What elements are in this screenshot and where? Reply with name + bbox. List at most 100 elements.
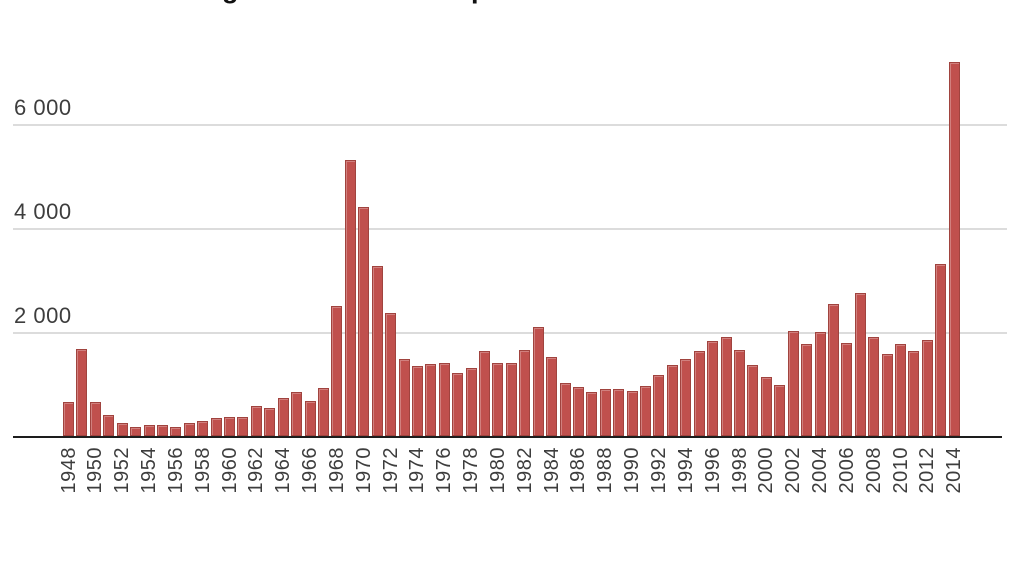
bar-2001 xyxy=(774,385,786,436)
x-axis-label-1964: 1964 xyxy=(272,447,295,494)
x-axis-label-2014: 2014 xyxy=(943,447,966,494)
bar-2003 xyxy=(801,344,813,436)
bar-1973 xyxy=(398,359,410,436)
bar-1970 xyxy=(358,207,370,436)
bar-1949 xyxy=(76,349,88,436)
y-axis-label-6000: 6 000 xyxy=(14,95,72,120)
clipped-chart-title: gp xyxy=(0,0,1024,7)
bar-1982 xyxy=(519,350,531,436)
bar-2009 xyxy=(881,354,893,436)
x-axis-label-1986: 1986 xyxy=(567,447,590,494)
bar-1986 xyxy=(572,387,584,436)
x-axis-label-1960: 1960 xyxy=(218,447,241,494)
bar-1957 xyxy=(183,423,195,436)
bar-1998 xyxy=(734,350,745,436)
x-axis-label-1980: 1980 xyxy=(486,447,509,494)
gridline-2000 xyxy=(13,332,1007,334)
x-axis-label-1998: 1998 xyxy=(728,447,751,494)
bar-1980 xyxy=(492,363,504,436)
bar-1955 xyxy=(156,425,168,436)
bar-1965 xyxy=(291,392,303,436)
bar-1950 xyxy=(89,402,101,436)
bar-1972 xyxy=(385,313,397,436)
bar-2010 xyxy=(895,344,907,436)
bar-2005 xyxy=(827,304,839,436)
x-axis-label-1984: 1984 xyxy=(540,447,563,494)
bar-1956 xyxy=(170,427,182,436)
bar-1951 xyxy=(103,415,115,436)
x-axis-label-2004: 2004 xyxy=(809,447,832,494)
x-axis-label-2008: 2008 xyxy=(862,447,885,494)
bar-2004 xyxy=(814,332,826,436)
x-axis-label-1950: 1950 xyxy=(84,447,107,494)
x-axis-label-2012: 2012 xyxy=(916,447,939,494)
x-axis-label-1994: 1994 xyxy=(674,447,697,494)
bar-1969 xyxy=(344,160,356,436)
bar-1958 xyxy=(197,421,209,436)
bar-2000 xyxy=(760,377,772,436)
bar-1997 xyxy=(720,337,732,436)
bar-1989 xyxy=(613,389,625,436)
bar-1994 xyxy=(680,359,692,436)
bar-1974 xyxy=(411,366,423,436)
x-axis-label-1978: 1978 xyxy=(460,447,483,494)
x-axis-label-1954: 1954 xyxy=(138,447,161,494)
bar-1979 xyxy=(479,351,491,436)
x-axis-label-1982: 1982 xyxy=(513,447,536,494)
x-axis-label-1968: 1968 xyxy=(325,447,348,494)
x-axis-label-1974: 1974 xyxy=(406,447,429,494)
x-axis-label-1990: 1990 xyxy=(621,447,644,494)
x-axis-label-1976: 1976 xyxy=(433,447,456,494)
bar-1960 xyxy=(224,417,236,436)
bar-1952 xyxy=(116,423,128,436)
bar-1987 xyxy=(586,392,598,436)
bar-2008 xyxy=(868,337,880,436)
x-axis-label-1992: 1992 xyxy=(647,447,670,494)
bar-1959 xyxy=(210,418,222,436)
bar-1967 xyxy=(317,388,329,436)
bar-1985 xyxy=(559,383,571,436)
bar-1966 xyxy=(304,401,316,436)
bar-1961 xyxy=(237,417,249,436)
title-descender-fragment-1: g xyxy=(222,0,239,3)
bar-1981 xyxy=(505,363,517,436)
bar-1963 xyxy=(264,408,276,436)
bar-1992 xyxy=(653,375,665,436)
bar-1954 xyxy=(143,425,155,436)
bar-2002 xyxy=(787,331,799,436)
bar-1975 xyxy=(425,364,437,436)
bar-2014 xyxy=(948,62,960,436)
x-axis-label-2000: 2000 xyxy=(755,447,778,494)
bar-1984 xyxy=(546,357,558,436)
x-axis-label-1952: 1952 xyxy=(111,447,134,494)
bar-1983 xyxy=(532,327,544,436)
x-axis-label-1956: 1956 xyxy=(164,447,187,494)
bar-1996 xyxy=(707,341,719,436)
bar-1962 xyxy=(250,406,262,436)
bar-1971 xyxy=(371,266,383,436)
x-axis-label-2002: 2002 xyxy=(782,447,805,494)
bar-1993 xyxy=(666,365,678,436)
x-axis-label-2010: 2010 xyxy=(889,447,912,494)
x-axis-label-1988: 1988 xyxy=(594,447,617,494)
bar-1964 xyxy=(277,398,289,436)
x-axis-label-1962: 1962 xyxy=(245,447,268,494)
x-axis-label-1958: 1958 xyxy=(191,447,214,494)
x-axis-label-1996: 1996 xyxy=(701,447,724,494)
bar-1976 xyxy=(438,363,450,436)
bar-1968 xyxy=(331,306,343,436)
bar-2006 xyxy=(841,343,853,436)
x-axis-label-2006: 2006 xyxy=(835,447,858,494)
bar-1948 xyxy=(63,402,74,436)
bar-1995 xyxy=(693,351,705,436)
gridline-4000 xyxy=(13,228,1007,230)
title-descender-fragment-2: p xyxy=(471,0,488,3)
bar-1999 xyxy=(747,365,759,436)
x-axis-label-1966: 1966 xyxy=(299,447,322,494)
bar-2012 xyxy=(921,340,933,436)
bar-1977 xyxy=(452,373,464,436)
x-axis-line xyxy=(13,436,1002,438)
gridline-6000 xyxy=(13,124,1007,126)
bar-1978 xyxy=(465,368,477,436)
